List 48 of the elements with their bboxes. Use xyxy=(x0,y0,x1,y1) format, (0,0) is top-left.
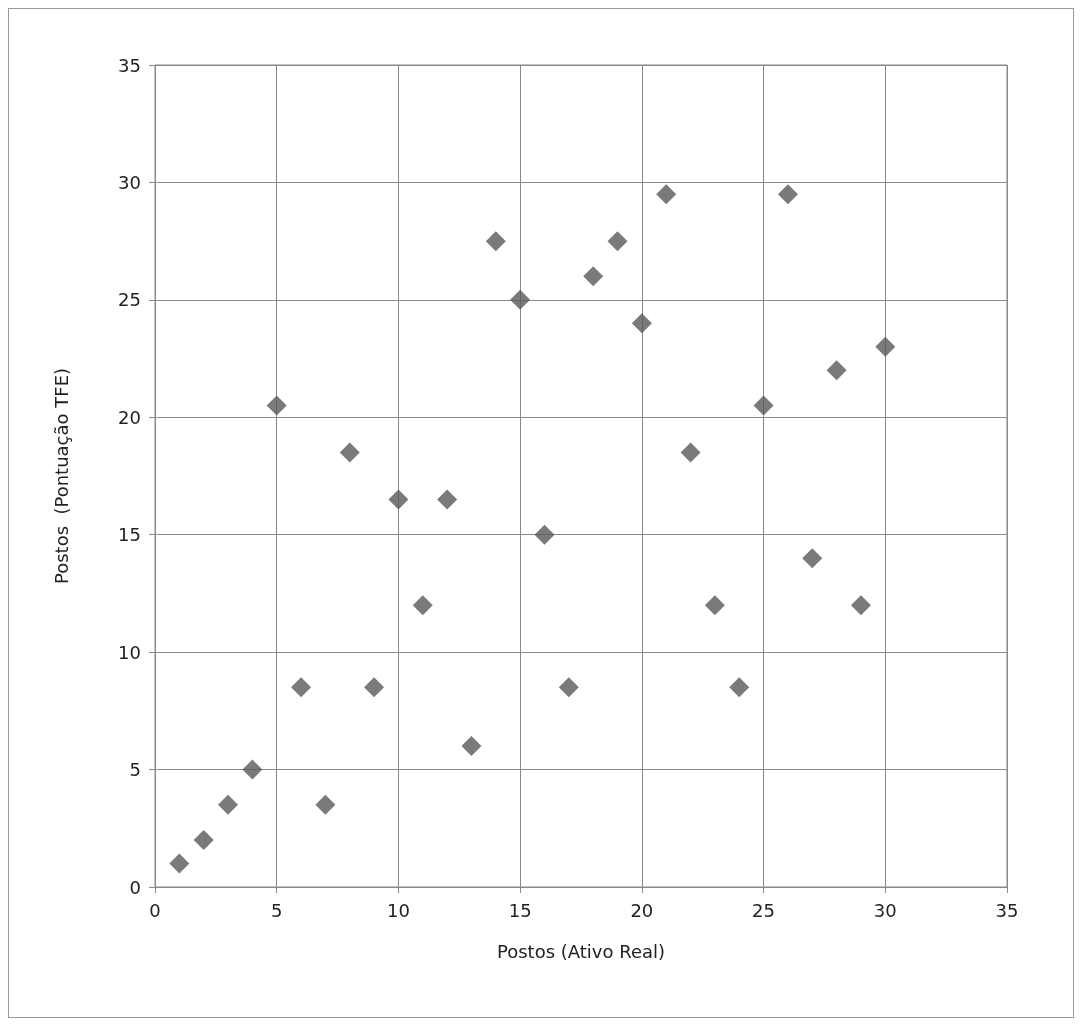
point xyxy=(753,395,774,416)
point xyxy=(534,524,555,545)
point xyxy=(729,677,750,698)
x-tick-label: 0 xyxy=(149,899,161,921)
x-tick-label: 30 xyxy=(873,899,897,921)
y-tick-label: 35 xyxy=(118,54,141,76)
y-tick-label: 20 xyxy=(118,406,141,428)
point xyxy=(656,184,677,205)
point xyxy=(364,677,385,698)
x-tick-label: 25 xyxy=(752,899,776,921)
point xyxy=(631,313,652,334)
y-tick-label: 15 xyxy=(118,524,141,546)
point xyxy=(218,794,239,815)
y-axis-title: Postos (Pontuação TFE) xyxy=(50,367,72,585)
point xyxy=(510,289,531,310)
point xyxy=(169,853,190,874)
point xyxy=(388,489,409,510)
point xyxy=(802,548,823,569)
y-tick-label: 5 xyxy=(129,759,141,781)
x-tick-label: 35 xyxy=(995,899,1019,921)
x-tick-label: 5 xyxy=(270,899,283,921)
point xyxy=(461,736,482,757)
point xyxy=(583,266,604,287)
y-tick-label: 25 xyxy=(118,289,141,311)
y-tick-label: 30 xyxy=(118,171,141,193)
point xyxy=(680,442,701,463)
point xyxy=(850,595,871,616)
point xyxy=(607,231,628,252)
point xyxy=(558,677,579,698)
point xyxy=(875,336,896,357)
x-tick-label: 20 xyxy=(630,899,654,921)
point xyxy=(704,595,725,616)
point xyxy=(437,489,458,510)
point xyxy=(339,442,360,463)
point xyxy=(315,794,336,815)
y-tick-label: 10 xyxy=(118,641,141,663)
x-tick-label: 15 xyxy=(508,899,532,921)
point xyxy=(291,677,312,698)
x-tick-label: 10 xyxy=(386,899,410,921)
point xyxy=(777,184,798,205)
y-tick-label: 0 xyxy=(129,876,141,898)
point xyxy=(412,595,433,616)
point xyxy=(266,395,287,416)
point xyxy=(242,759,263,780)
x-axis-title: Postos (Ativo Real) xyxy=(496,940,666,962)
point xyxy=(193,830,214,851)
point xyxy=(826,360,847,381)
point xyxy=(485,231,506,252)
